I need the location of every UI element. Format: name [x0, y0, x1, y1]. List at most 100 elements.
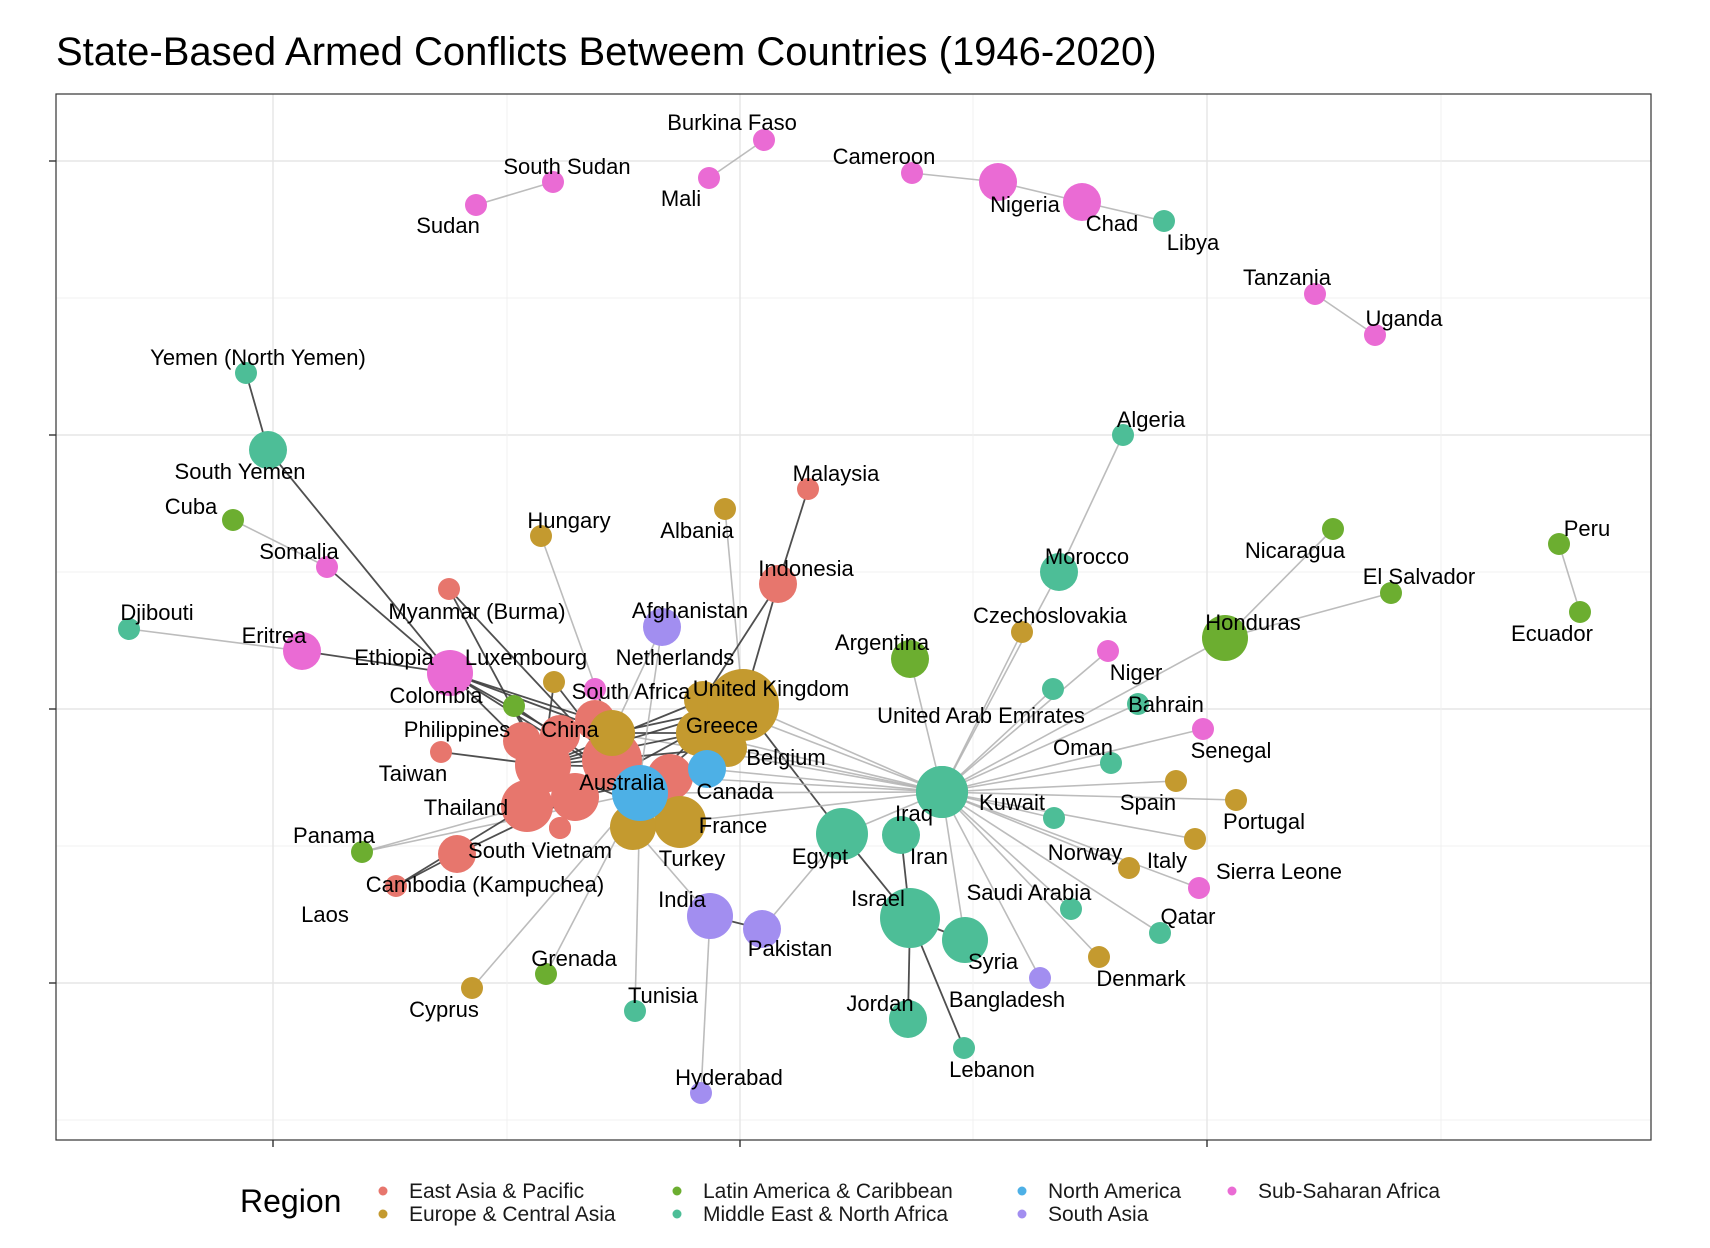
- node-label-luxembourg: Luxembourg: [465, 645, 587, 670]
- edge-iraq-hub-bahrain: [941, 703, 1139, 793]
- node-label-morocco: Morocco: [1045, 544, 1129, 569]
- edge-south-yemen-ethiopia: [267, 449, 451, 674]
- node-cyprus: [461, 977, 483, 999]
- node-tunisia: [624, 1000, 646, 1022]
- edge-iraq-hub-oman: [941, 762, 1112, 793]
- node-label-afghanistan: Afghanistan: [632, 598, 748, 623]
- node-pakistan: [743, 910, 781, 948]
- node-label-syria: Syria: [968, 949, 1019, 974]
- node-thailand: [501, 780, 553, 832]
- node-label-united-kingdom: United Kingdom: [693, 676, 850, 701]
- node-label-bahrain: Bahrain: [1128, 692, 1204, 717]
- node-label-spain: Spain: [1120, 790, 1176, 815]
- node-portugal: [1225, 789, 1247, 811]
- edge-south-sudan-sudan: [475, 181, 554, 206]
- node-label-portugal: Portugal: [1223, 809, 1305, 834]
- edge-iraq-hub-bangladesh: [941, 791, 1041, 979]
- legend-key-east-asia-pacific: [378, 1186, 388, 1196]
- node-label-thailand: Thailand: [424, 795, 508, 820]
- legend-label-europe-central-asia: Europe & Central Asia: [409, 1203, 616, 1226]
- node-el-salvador: [1380, 582, 1402, 604]
- node-canada: [688, 750, 726, 788]
- edge-iraq-hub-sierra-leone: [941, 791, 1200, 889]
- edge-burkina-faso-mali: [708, 139, 765, 179]
- node-ethiopia: [427, 650, 473, 696]
- legend-key-europe-central-asia: [378, 1209, 388, 1219]
- node-label-taiwan: Taiwan: [379, 761, 447, 786]
- edge-djibouti-eritrea: [128, 628, 303, 652]
- node-israel: [880, 888, 940, 948]
- node-label-cameroon: Cameroon: [833, 144, 936, 169]
- node-lebanon: [953, 1037, 975, 1059]
- edge-iraq-hub-senegal: [941, 728, 1204, 793]
- node-label-saudi-arabia: Saudi Arabia: [967, 880, 1093, 905]
- node-label-pakistan: Pakistan: [748, 936, 832, 961]
- edge-iraq-hub-honduras: [941, 637, 1226, 793]
- node-france: [654, 796, 706, 848]
- node-kuwait: [1043, 807, 1065, 829]
- node-label-myanmar-burma: Myanmar (Burma): [388, 599, 565, 624]
- edge-somalia-ethiopia: [326, 566, 451, 674]
- edge-iraq-hub-france: [679, 791, 943, 823]
- node-label-qatar: Qatar: [1160, 904, 1215, 929]
- plot-panel-border: [55, 93, 1652, 1141]
- legend-title: Region: [240, 1183, 341, 1219]
- node-label-laos: Laos: [301, 902, 349, 927]
- node-label-burkina-faso: Burkina Faso: [667, 110, 797, 135]
- node-label-india: India: [658, 887, 706, 912]
- legend-label-north-america: North America: [1048, 1180, 1181, 1203]
- node-cuba: [222, 509, 244, 531]
- legend-label-latin-america-caribbean: Latin America & Caribbean: [703, 1180, 953, 1203]
- node-taiwan: [430, 741, 452, 763]
- node-sierra-leone: [1188, 877, 1210, 899]
- axis-ticks: [49, 160, 1208, 1147]
- node-chad: [1063, 183, 1101, 221]
- node-honduras: [1202, 615, 1248, 661]
- node-label-france: France: [699, 813, 767, 838]
- edge-algeria-morocco: [1058, 434, 1124, 573]
- node-label-tanzania: Tanzania: [1243, 265, 1332, 290]
- node-label-turkey: Turkey: [659, 846, 725, 871]
- node-label-norway: Norway: [1048, 840, 1123, 865]
- node-label-algeria: Algeria: [1117, 407, 1186, 432]
- edge-el-salvador-honduras: [1224, 592, 1392, 639]
- edge-thailand-panama: [361, 805, 528, 853]
- node-qatar: [1149, 922, 1171, 944]
- node-laos: [385, 875, 407, 897]
- edges-layer: [128, 139, 1581, 1094]
- node-jordan: [889, 1000, 927, 1038]
- node-label-mali: Mali: [661, 186, 701, 211]
- node-label-australia: Australia: [579, 770, 665, 795]
- node-label-senegal: Senegal: [1191, 738, 1272, 763]
- node-saudi-arabia: [1060, 898, 1082, 920]
- node-label-sudan: Sudan: [416, 213, 480, 238]
- node-mali: [698, 167, 720, 189]
- node-label-yemen-north-yemen: Yemen (North Yemen): [150, 345, 366, 370]
- edge-tanzania-uganda: [1314, 293, 1376, 336]
- edge-iraq-hub-qatar: [941, 791, 1161, 934]
- node-label-united-arab-emirates: United Arab Emirates: [877, 703, 1085, 728]
- node-label-iraq: Iraq: [895, 801, 933, 826]
- node-norway: [1118, 857, 1140, 879]
- node-nicaragua: [1322, 518, 1344, 540]
- node-label-belgium: Belgium: [746, 745, 825, 770]
- node-sudan: [465, 194, 487, 216]
- node-panama: [351, 841, 373, 863]
- edge-nicaragua-honduras: [1224, 528, 1334, 639]
- labels-layer: Burkina Faso Mali South Sudan Sudan Cameroon…: [120, 110, 1610, 1090]
- node-cameroon: [901, 162, 923, 184]
- legend-key-latin-america-caribbean: [672, 1186, 682, 1196]
- node-south-yemen: [249, 431, 287, 469]
- node-uganda: [1364, 324, 1386, 346]
- grid-lines: [56, 94, 1651, 1140]
- node-label-south-yemen: South Yemen: [175, 459, 306, 484]
- node-label-lebanon: Lebanon: [949, 1057, 1035, 1082]
- node-bangladesh: [1029, 967, 1051, 989]
- node-ecuador: [1569, 601, 1591, 623]
- node-syria: [942, 917, 988, 963]
- edge-iraq-hub-canada: [706, 768, 943, 793]
- node-label-china: China: [541, 717, 599, 742]
- legend-key-sub-saharan-africa: [1227, 1186, 1237, 1196]
- node-label-djibouti: Djibouti: [120, 600, 193, 625]
